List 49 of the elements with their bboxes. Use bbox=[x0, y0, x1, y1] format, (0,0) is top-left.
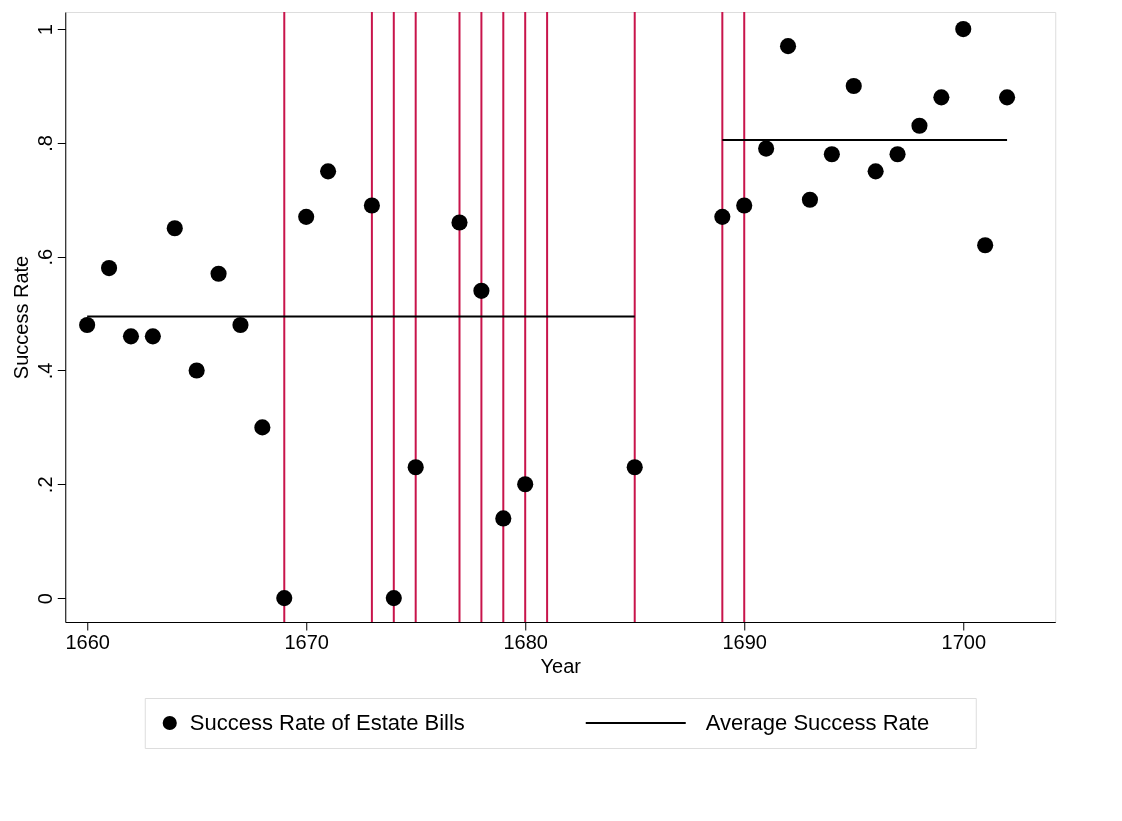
x-tick-label: 1680 bbox=[503, 630, 548, 653]
y-tick-label: .8 bbox=[33, 135, 56, 152]
point bbox=[495, 510, 512, 527]
x-tick-label: 1700 bbox=[941, 630, 987, 653]
point bbox=[166, 220, 183, 237]
point bbox=[823, 146, 840, 163]
point bbox=[188, 362, 205, 379]
legend-label: Success Rate of Estate Bills bbox=[189, 710, 465, 735]
point bbox=[298, 208, 315, 225]
point bbox=[254, 419, 271, 436]
point bbox=[889, 146, 906, 163]
point bbox=[451, 214, 468, 231]
point bbox=[933, 89, 950, 106]
x-tick-label: 1670 bbox=[284, 630, 329, 653]
point bbox=[276, 590, 293, 607]
point bbox=[210, 265, 227, 282]
point bbox=[999, 89, 1016, 106]
point bbox=[232, 316, 249, 334]
point bbox=[714, 208, 731, 225]
point bbox=[626, 459, 643, 476]
point bbox=[801, 191, 818, 208]
point bbox=[517, 476, 534, 493]
point bbox=[779, 38, 797, 55]
point bbox=[144, 328, 161, 345]
point bbox=[122, 328, 140, 345]
point bbox=[736, 197, 753, 214]
point bbox=[911, 117, 928, 134]
x-axis-title: Year bbox=[540, 654, 582, 677]
x-tick-label: 1690 bbox=[722, 630, 767, 653]
point bbox=[385, 590, 402, 607]
point bbox=[320, 163, 337, 180]
y-axis-title: Success Rate bbox=[9, 255, 32, 380]
y-tick-label: .4 bbox=[33, 362, 56, 380]
point bbox=[79, 316, 96, 334]
y-tick-label: .6 bbox=[33, 248, 56, 266]
point bbox=[407, 459, 424, 476]
y-tick-label: 1 bbox=[33, 24, 56, 36]
point bbox=[955, 21, 972, 38]
y-tick-label: .2 bbox=[33, 476, 56, 494]
point bbox=[100, 260, 118, 277]
point bbox=[867, 163, 884, 180]
legend-label: Average Success Rate bbox=[705, 710, 930, 735]
point bbox=[758, 140, 775, 157]
x-tick-label: 1660 bbox=[65, 630, 110, 653]
y-tick-label: 0 bbox=[33, 593, 56, 605]
point bbox=[473, 282, 490, 299]
point bbox=[977, 237, 994, 254]
point bbox=[845, 77, 862, 95]
point bbox=[363, 197, 380, 214]
